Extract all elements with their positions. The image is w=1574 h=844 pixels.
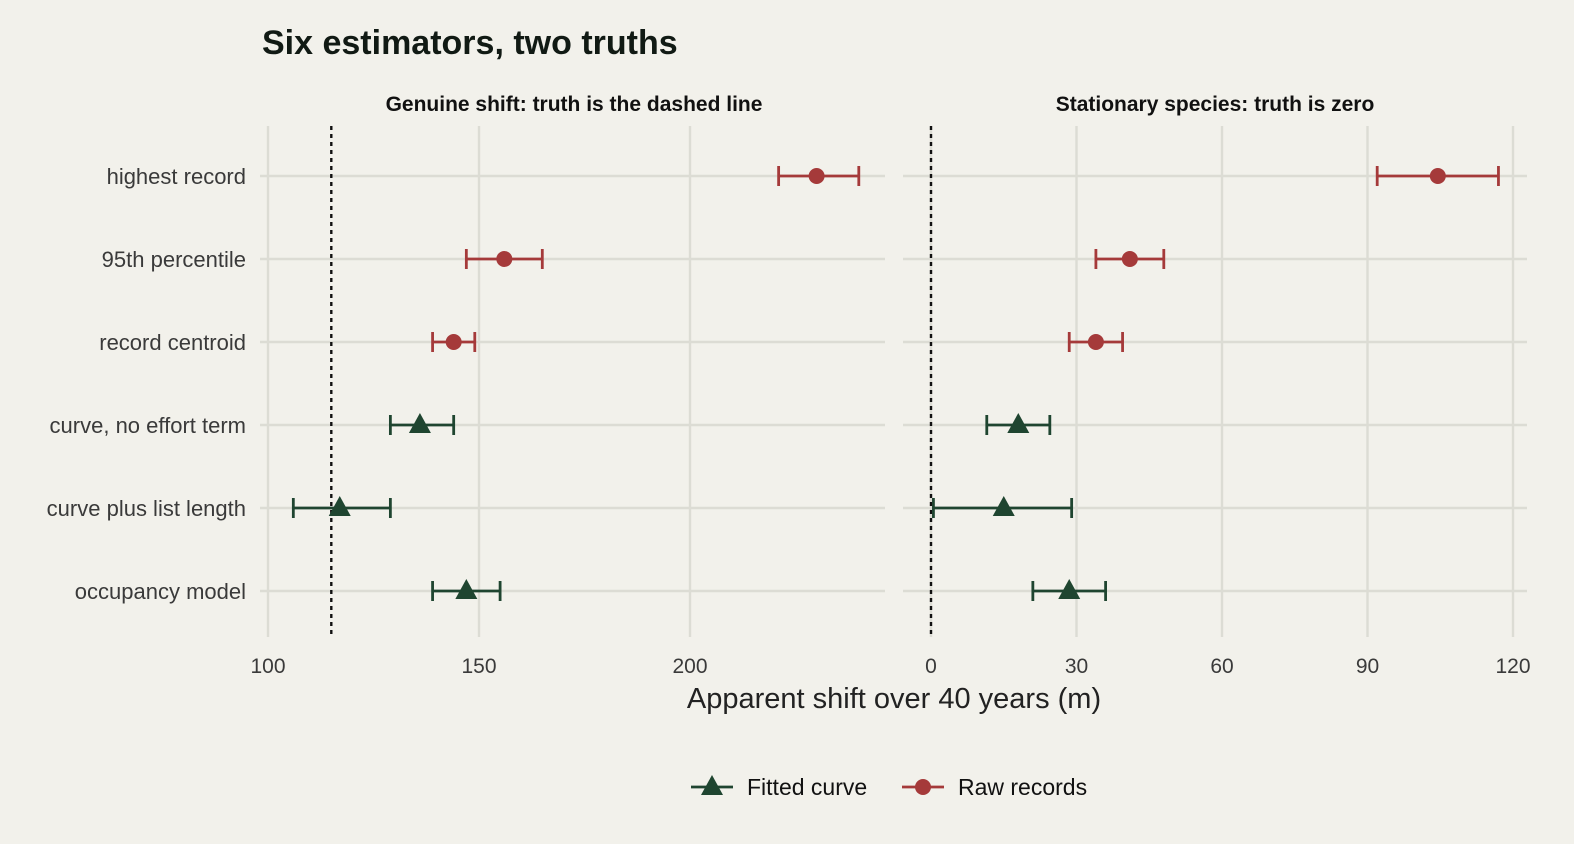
data-point-highest-record [777, 166, 861, 186]
data-point-highest-record [1375, 166, 1500, 186]
x-axis-label: Apparent shift over 40 years (m) [687, 683, 1101, 715]
x-tick-label: 60 [1210, 655, 1233, 678]
data-point-95th-percentile [1094, 249, 1166, 269]
point-marker-triangle [1007, 413, 1030, 433]
y-axis-category-labels: highest record 95th percentile record cent… [47, 164, 246, 604]
point-marker-triangle [1058, 579, 1081, 599]
data-point-curve-no-effort-term [985, 413, 1052, 435]
panel-1-strip-label: Genuine shift: truth is the dashed line [386, 93, 763, 116]
legend-raw-circle-icon [915, 779, 931, 795]
category-label-occupancy-model: occupancy model [75, 579, 246, 604]
category-label-curve-plus-list-length: curve plus list length [47, 496, 246, 521]
data-point-occupancy-model [1031, 579, 1107, 601]
data-point-occupancy-model [431, 579, 502, 601]
legend-raw-label: Raw records [958, 774, 1087, 800]
x-tick-label: 150 [461, 655, 496, 678]
point-marker-circle [496, 251, 513, 267]
category-label-record-centroid: record centroid [99, 330, 246, 355]
chart-title: Six estimators, two truths [262, 24, 678, 62]
data-point-95th-percentile [464, 249, 544, 269]
panel-stationary-species: 0 30 60 90 120 [903, 126, 1531, 678]
x-tick-label: 120 [1495, 655, 1530, 678]
legend-item-fitted: Fitted curve [691, 774, 867, 800]
legend-fitted-label: Fitted curve [747, 774, 867, 800]
point-marker-circle [445, 334, 462, 350]
panel-2-strip-label: Stationary species: truth is zero [1056, 93, 1375, 116]
data-point-record-centroid [431, 332, 477, 352]
point-marker-triangle [408, 413, 431, 433]
legend-fitted-triangle-icon [701, 775, 723, 795]
data-point-curve-plus-list-length [291, 496, 392, 518]
data-point-record-centroid [1067, 332, 1124, 352]
point-marker-circle [1121, 251, 1138, 267]
point-marker-circle [808, 168, 825, 184]
point-marker-triangle [455, 579, 478, 599]
x-tick-label: 0 [925, 655, 937, 678]
category-label-95th-percentile: 95th percentile [102, 247, 246, 272]
panel-genuine-shift: 100 150 200 [250, 126, 885, 678]
x-tick-label: 100 [250, 655, 285, 678]
category-label-highest-record: highest record [107, 164, 246, 189]
legend-item-raw: Raw records [902, 774, 1087, 800]
x-tick-label: 90 [1356, 655, 1379, 678]
point-marker-circle [1087, 334, 1104, 350]
category-label-curve-no-effort-term: curve, no effort term [50, 413, 246, 438]
point-marker-triangle [992, 496, 1015, 516]
data-point-curve-plus-list-length [932, 496, 1074, 518]
point-marker-triangle [328, 496, 351, 516]
legend: Fitted curve Raw records [691, 774, 1087, 800]
point-marker-circle [1429, 168, 1446, 184]
data-point-curve-no-effort-term [388, 413, 456, 435]
x-tick-label: 200 [672, 655, 707, 678]
x-tick-label: 30 [1065, 655, 1088, 678]
